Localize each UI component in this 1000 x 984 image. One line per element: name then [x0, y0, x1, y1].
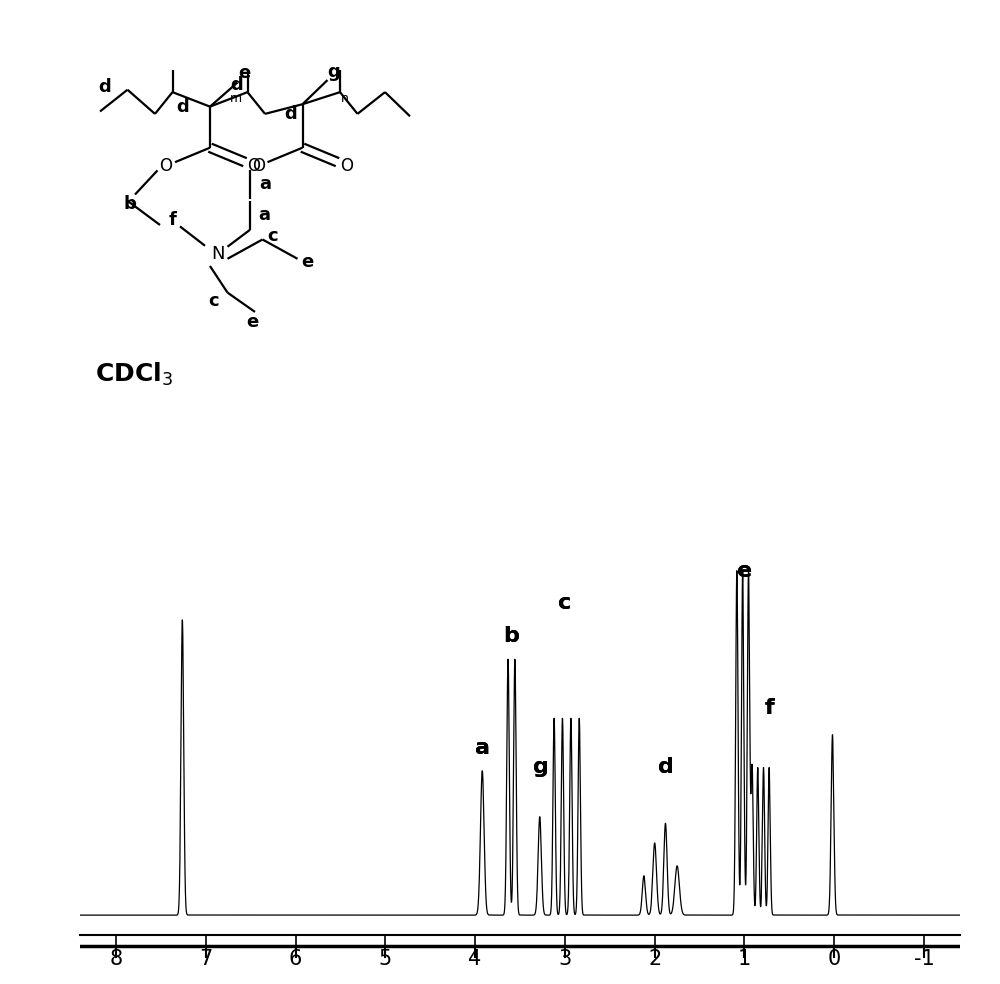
Text: d: d [99, 79, 111, 96]
Text: b: b [503, 626, 519, 646]
Text: d: d [176, 97, 189, 116]
Text: f: f [765, 699, 774, 718]
Text: m: m [230, 92, 242, 105]
Text: a: a [258, 207, 270, 224]
Text: CDCl$_3$: CDCl$_3$ [95, 360, 173, 388]
Text: d: d [658, 758, 673, 777]
Text: O: O [252, 156, 265, 174]
Text: n: n [341, 92, 349, 105]
Text: c: c [267, 227, 278, 245]
Text: c: c [558, 593, 572, 613]
Text: d: d [230, 76, 243, 93]
Text: g: g [328, 63, 340, 81]
Text: e: e [238, 64, 250, 82]
Text: N: N [211, 245, 224, 263]
Text: g: g [533, 758, 549, 777]
Text: a: a [259, 175, 271, 193]
Text: c: c [558, 593, 572, 613]
Text: f: f [169, 212, 176, 229]
Text: e: e [737, 561, 752, 581]
Text: e: e [301, 253, 314, 272]
Text: d: d [658, 758, 673, 777]
Text: a: a [475, 738, 490, 758]
Text: e: e [246, 313, 259, 331]
Text: O: O [160, 156, 173, 174]
Text: b: b [124, 195, 136, 214]
Text: g: g [533, 758, 549, 777]
Text: a: a [475, 738, 490, 758]
Text: O: O [340, 156, 353, 174]
Text: f: f [765, 699, 774, 718]
Text: d: d [285, 105, 297, 123]
Text: e: e [737, 561, 752, 581]
Text: b: b [503, 626, 519, 646]
Text: c: c [209, 292, 219, 310]
Text: O: O [248, 156, 261, 174]
